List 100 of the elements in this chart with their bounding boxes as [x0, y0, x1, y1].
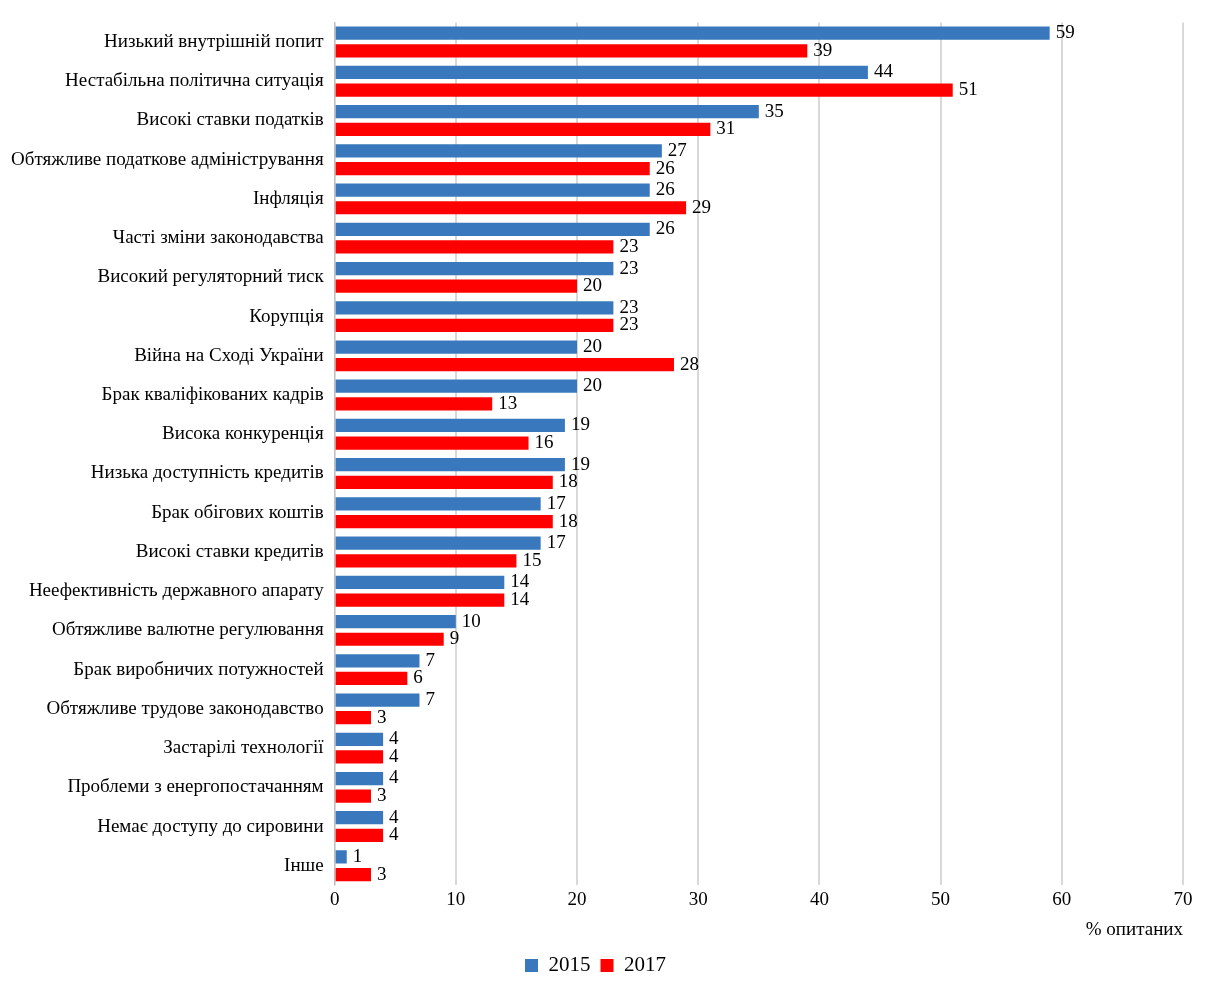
- y-tick-label: Застарілі технології: [163, 736, 325, 758]
- y-tick-label: Інше: [284, 853, 324, 875]
- bar: [335, 867, 371, 882]
- data-label: 15: [522, 548, 542, 570]
- data-label: 9: [449, 627, 460, 649]
- data-label: 16: [534, 431, 554, 453]
- bar: [335, 711, 371, 725]
- y-tick-label: Неефективність державного апарату: [28, 579, 325, 601]
- bar: [335, 850, 347, 864]
- bar: [335, 44, 808, 58]
- x-tick-label: 10: [446, 887, 466, 909]
- bar: [335, 183, 650, 197]
- x-tick-label: 70: [1173, 887, 1193, 909]
- data-label: 59: [1055, 21, 1075, 43]
- y-tick-label: Проблеми з енергопостачанням: [67, 775, 324, 797]
- bar: [335, 318, 614, 333]
- bar: [335, 497, 541, 511]
- y-tick-label: Корупція: [249, 304, 324, 326]
- data-label: 17: [546, 531, 566, 553]
- data-label: 6: [413, 666, 423, 688]
- x-tick-label: 60: [1052, 887, 1072, 909]
- legend-label: 2017: [624, 952, 666, 977]
- bar: [335, 65, 868, 80]
- data-label: 20: [583, 274, 603, 296]
- bar: [335, 575, 505, 589]
- data-label: 39: [813, 38, 833, 60]
- bar: [335, 732, 384, 746]
- bar: [335, 632, 444, 646]
- bar: [335, 358, 674, 372]
- data-label: 10: [461, 609, 481, 631]
- bar: [335, 771, 384, 786]
- data-label: 13: [498, 391, 518, 413]
- x-tick-label: 20: [567, 887, 587, 909]
- x-tick-label: 40: [809, 887, 829, 909]
- y-tick-label: Брак обігових коштів: [151, 500, 324, 522]
- bar: [335, 301, 614, 315]
- y-tick-label: Високий регуляторний тиск: [97, 265, 325, 287]
- data-label: 20: [583, 334, 603, 356]
- data-label: 7: [425, 648, 435, 670]
- data-label: 3: [377, 705, 387, 727]
- y-tick-label: Нестабільна політична ситуація: [65, 69, 324, 91]
- data-label: 28: [679, 352, 699, 374]
- data-label: 20: [583, 374, 603, 396]
- legend-label: 2015: [548, 952, 591, 977]
- bar: [335, 536, 541, 550]
- bar: [335, 418, 565, 433]
- bar: [335, 26, 1050, 40]
- data-label: 1: [352, 844, 363, 866]
- bar: [335, 811, 384, 825]
- bar: [335, 475, 553, 489]
- bar: [335, 750, 384, 764]
- data-label: 51: [958, 78, 978, 100]
- y-tick-label: Брак кваліфікованих кадрів: [101, 383, 324, 405]
- y-tick-label: Високі ставки податків: [136, 108, 324, 130]
- bar: [335, 436, 529, 450]
- data-label: 3: [377, 862, 387, 884]
- bar: [335, 693, 420, 707]
- bar: [335, 458, 565, 472]
- y-tick-label: Високі ставки кредитів: [135, 539, 324, 561]
- bar: [335, 201, 687, 215]
- y-tick-label: Висока конкуренція: [162, 422, 324, 444]
- data-label: 23: [619, 234, 639, 256]
- x-tick-label: 30: [688, 887, 708, 909]
- bar: [335, 671, 408, 686]
- bar: [335, 828, 384, 843]
- x-tick-label: 50: [931, 887, 951, 909]
- bar: [335, 105, 759, 119]
- bar: [335, 614, 456, 629]
- data-label: 7: [425, 688, 435, 710]
- bar: [335, 83, 953, 97]
- y-tick-label: Низька доступність кредитів: [90, 461, 324, 483]
- y-tick-label: Обтяжливе трудове законодавство: [46, 696, 324, 718]
- x-axis-title: % опитаних: [1085, 917, 1184, 939]
- bar: [335, 654, 420, 668]
- bar: [335, 122, 711, 136]
- y-tick-label: Обтяжливе валютне регулювання: [51, 618, 324, 640]
- data-label: 26: [655, 178, 675, 200]
- data-label: 26: [655, 217, 675, 239]
- bar: [335, 144, 662, 158]
- y-tick-label: Низький внутрішній попит: [104, 30, 325, 51]
- data-label: 19: [570, 413, 590, 435]
- y-tick-label: Немає доступу до сировини: [97, 814, 324, 836]
- bar: [335, 593, 505, 607]
- y-tick-label: Часті зміни законодавства: [112, 226, 325, 248]
- bar: [335, 222, 650, 236]
- data-label: 44: [873, 60, 894, 82]
- bar: [335, 379, 578, 393]
- data-label: 31: [716, 117, 736, 139]
- data-label: 35: [764, 99, 784, 121]
- y-tick-label: Обтяжливе податкове адміністрування: [11, 147, 324, 169]
- bar: [335, 514, 553, 529]
- bar: [335, 340, 578, 354]
- data-label: 23: [619, 256, 639, 278]
- bar: [335, 261, 614, 276]
- bar: [335, 789, 371, 803]
- y-tick-label: Брак виробничих потужностей: [73, 657, 324, 679]
- y-tick-label: Інфляція: [252, 186, 324, 208]
- data-label: 3: [377, 784, 387, 806]
- bar: [335, 279, 578, 293]
- bar: [335, 240, 614, 254]
